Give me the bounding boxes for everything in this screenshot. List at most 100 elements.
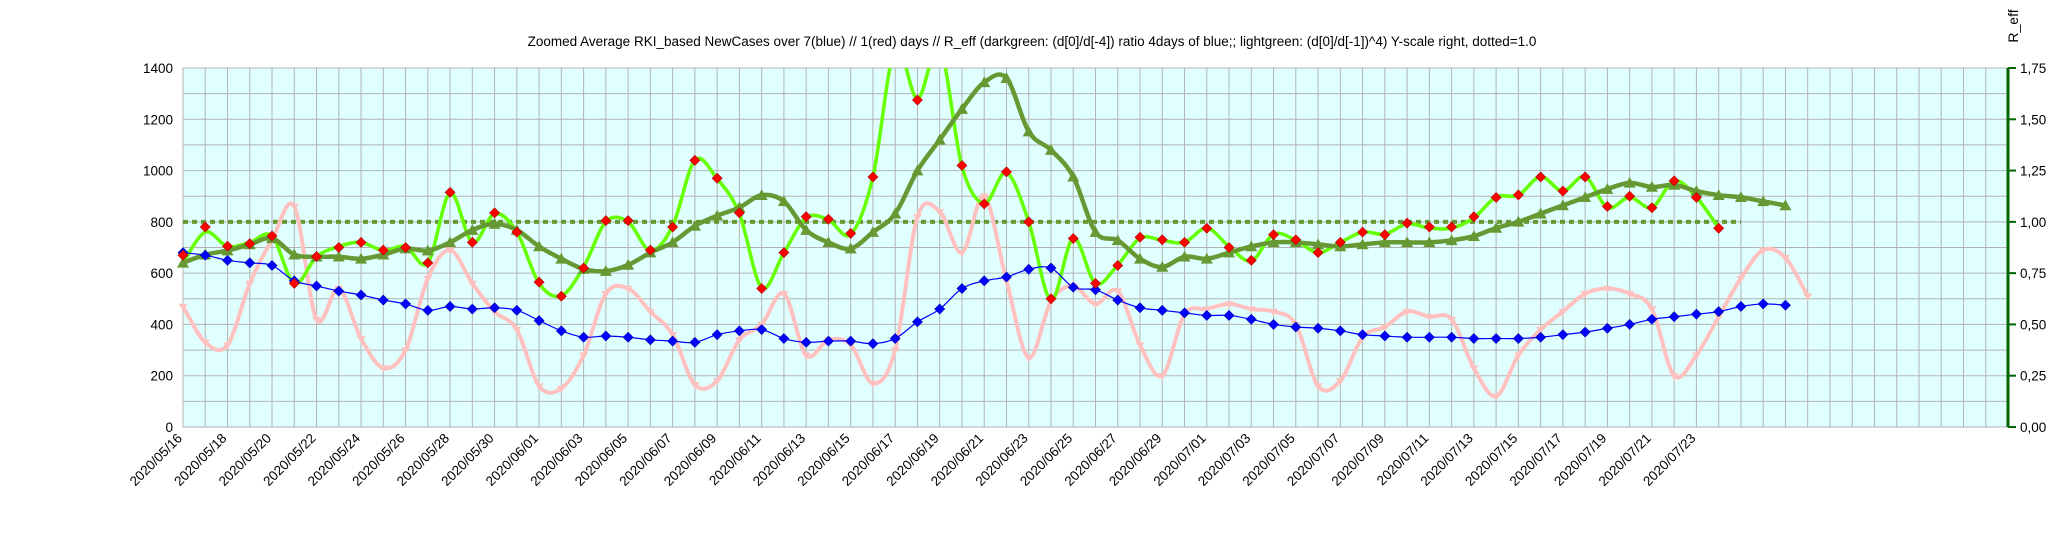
series-darkgreen-reff-point bbox=[911, 164, 924, 176]
series-blue-7day-point bbox=[1780, 299, 1791, 311]
series-pink-point bbox=[289, 203, 299, 211]
series-red-1day-point bbox=[1624, 190, 1636, 202]
y2-tick-label: 0,25 bbox=[2020, 369, 2046, 384]
series-blue-7day-point bbox=[978, 275, 990, 287]
series-darkgreen-reff-point bbox=[1000, 72, 1013, 84]
series-darkgreen-reff-point bbox=[933, 133, 946, 145]
series-darkgreen-reff-point bbox=[177, 256, 189, 268]
series-darkgreen-reff-point bbox=[1378, 236, 1391, 248]
series-pink-point bbox=[467, 280, 477, 288]
y2-tick-label: 1,00 bbox=[2020, 215, 2046, 230]
series-pink-point bbox=[979, 193, 989, 201]
series-darkgreen-reff-point bbox=[1490, 222, 1503, 233]
series-blue-7day-point bbox=[1379, 330, 1391, 342]
series-red-1day-point bbox=[1290, 234, 1302, 246]
plot-area: 0 200 400 600 800 1000 1200 1400 0,00 0,25 0,50 0,7… bbox=[127, 61, 2047, 489]
y2-tick-label: 0,00 bbox=[2020, 420, 2046, 435]
series-red-1day-point bbox=[912, 94, 923, 106]
series-blue-7day-point bbox=[956, 283, 968, 294]
series-pink-point bbox=[579, 352, 589, 360]
y-tick-label: 400 bbox=[150, 317, 173, 332]
series-blue-7day-point bbox=[667, 335, 679, 347]
series-pink-point bbox=[1269, 308, 1279, 317]
series-blue-7day-point bbox=[1557, 329, 1569, 341]
series-blue-7day-point bbox=[733, 325, 745, 337]
series-pink-point bbox=[401, 347, 411, 355]
series-pink-point bbox=[1491, 393, 1501, 401]
series-darkgreen-reff-point bbox=[1579, 191, 1592, 203]
series-darkgreen-reff-point bbox=[1267, 236, 1280, 248]
series-darkgreen-reff-point bbox=[1312, 238, 1325, 250]
series-red-1day-point bbox=[466, 236, 478, 248]
series-blue-7day-point bbox=[1290, 321, 1302, 333]
series-red-1day-point bbox=[1401, 217, 1413, 229]
series-pink-point bbox=[356, 335, 366, 344]
series-red-1day-point bbox=[711, 172, 723, 184]
series-red-1day-point bbox=[1223, 242, 1235, 253]
series-pink-point bbox=[1780, 255, 1790, 263]
series-darkgreen-reff-point bbox=[1779, 199, 1792, 211]
series-pink-point bbox=[935, 208, 945, 217]
series-red-1day-point bbox=[1446, 221, 1458, 233]
series-darkgreen-reff-point bbox=[1757, 195, 1770, 207]
series-red-1day-point bbox=[823, 213, 834, 225]
series-red-1day-point bbox=[266, 230, 278, 242]
series-darkgreen-reff-point bbox=[777, 195, 790, 207]
series-red-1day-point bbox=[1579, 171, 1591, 183]
series-red-1day-point bbox=[1423, 221, 1435, 233]
series-darkgreen-reff-point bbox=[711, 209, 724, 221]
series-red-1day-point bbox=[511, 226, 523, 238]
series-red-1day-point bbox=[311, 251, 322, 262]
series-red-1day-point bbox=[1601, 201, 1613, 212]
series-pink-point bbox=[1558, 308, 1568, 317]
series-blue-7day-point bbox=[377, 294, 389, 306]
chart-title: Zoomed Average RKI_based NewCases over 7… bbox=[528, 34, 1537, 49]
series-darkgreen-reff-point bbox=[1044, 144, 1057, 155]
y-tick-label: 200 bbox=[150, 369, 173, 384]
series-blue-7day-point bbox=[1601, 322, 1613, 334]
series-pink-point bbox=[1380, 324, 1390, 332]
series-red-1day-point bbox=[1357, 226, 1368, 238]
series-darkgreen-reff-point bbox=[1690, 185, 1703, 196]
series-red-1day-point bbox=[622, 215, 634, 226]
series-red-1day-point bbox=[1713, 222, 1725, 234]
series-darkgreen-reff-point bbox=[488, 217, 501, 229]
y-tick-label: 1200 bbox=[143, 112, 173, 127]
series-blue-7day-point bbox=[1401, 331, 1413, 343]
series-pink-point bbox=[957, 249, 967, 258]
series-blue-7day-point bbox=[1090, 284, 1101, 296]
series-red-1day-point bbox=[644, 244, 656, 256]
series-darkgreen-reff-point bbox=[733, 201, 746, 213]
series-blue-7day-point bbox=[867, 338, 879, 350]
series-pink-point bbox=[912, 214, 922, 222]
series-pink-point bbox=[1246, 306, 1256, 314]
y-tick-label: 1400 bbox=[143, 61, 173, 76]
series-red-1day-point bbox=[1045, 293, 1057, 305]
series-blue-7day-point bbox=[1690, 308, 1702, 320]
series-blue-7day-point bbox=[511, 304, 523, 316]
series-pink-point bbox=[779, 290, 789, 299]
series-pink-point bbox=[312, 316, 322, 324]
series-red-1day-point bbox=[333, 242, 345, 253]
series-blue-7day-point bbox=[266, 260, 278, 271]
series-darkgreen-reff-point bbox=[978, 76, 991, 88]
series-blue-7day-point bbox=[1334, 325, 1346, 337]
series-darkgreen-reff-point bbox=[1200, 252, 1213, 264]
series-darkgreen-reff-point bbox=[1067, 170, 1080, 182]
series-blue-7day-point bbox=[422, 304, 434, 316]
series-darkgreen-reff-point bbox=[1134, 252, 1147, 264]
y2-tick-label: 1,50 bbox=[2020, 112, 2046, 127]
series-blue-7day-point bbox=[1757, 298, 1769, 310]
series-red-1day-point bbox=[177, 249, 189, 261]
series-darkgreen-reff-point bbox=[1423, 236, 1436, 248]
series-pink-point bbox=[1157, 373, 1167, 381]
series-pink-point bbox=[512, 326, 522, 335]
series-darkgreen-reff-point bbox=[822, 236, 835, 248]
series-pink-point bbox=[445, 247, 455, 255]
series-pink-point bbox=[1625, 290, 1635, 299]
series-red-1day-point bbox=[689, 154, 701, 166]
series-blue-7day-point bbox=[1668, 311, 1680, 323]
series-blue-7day-point bbox=[1713, 306, 1725, 318]
y-tick-label: 800 bbox=[150, 215, 173, 230]
